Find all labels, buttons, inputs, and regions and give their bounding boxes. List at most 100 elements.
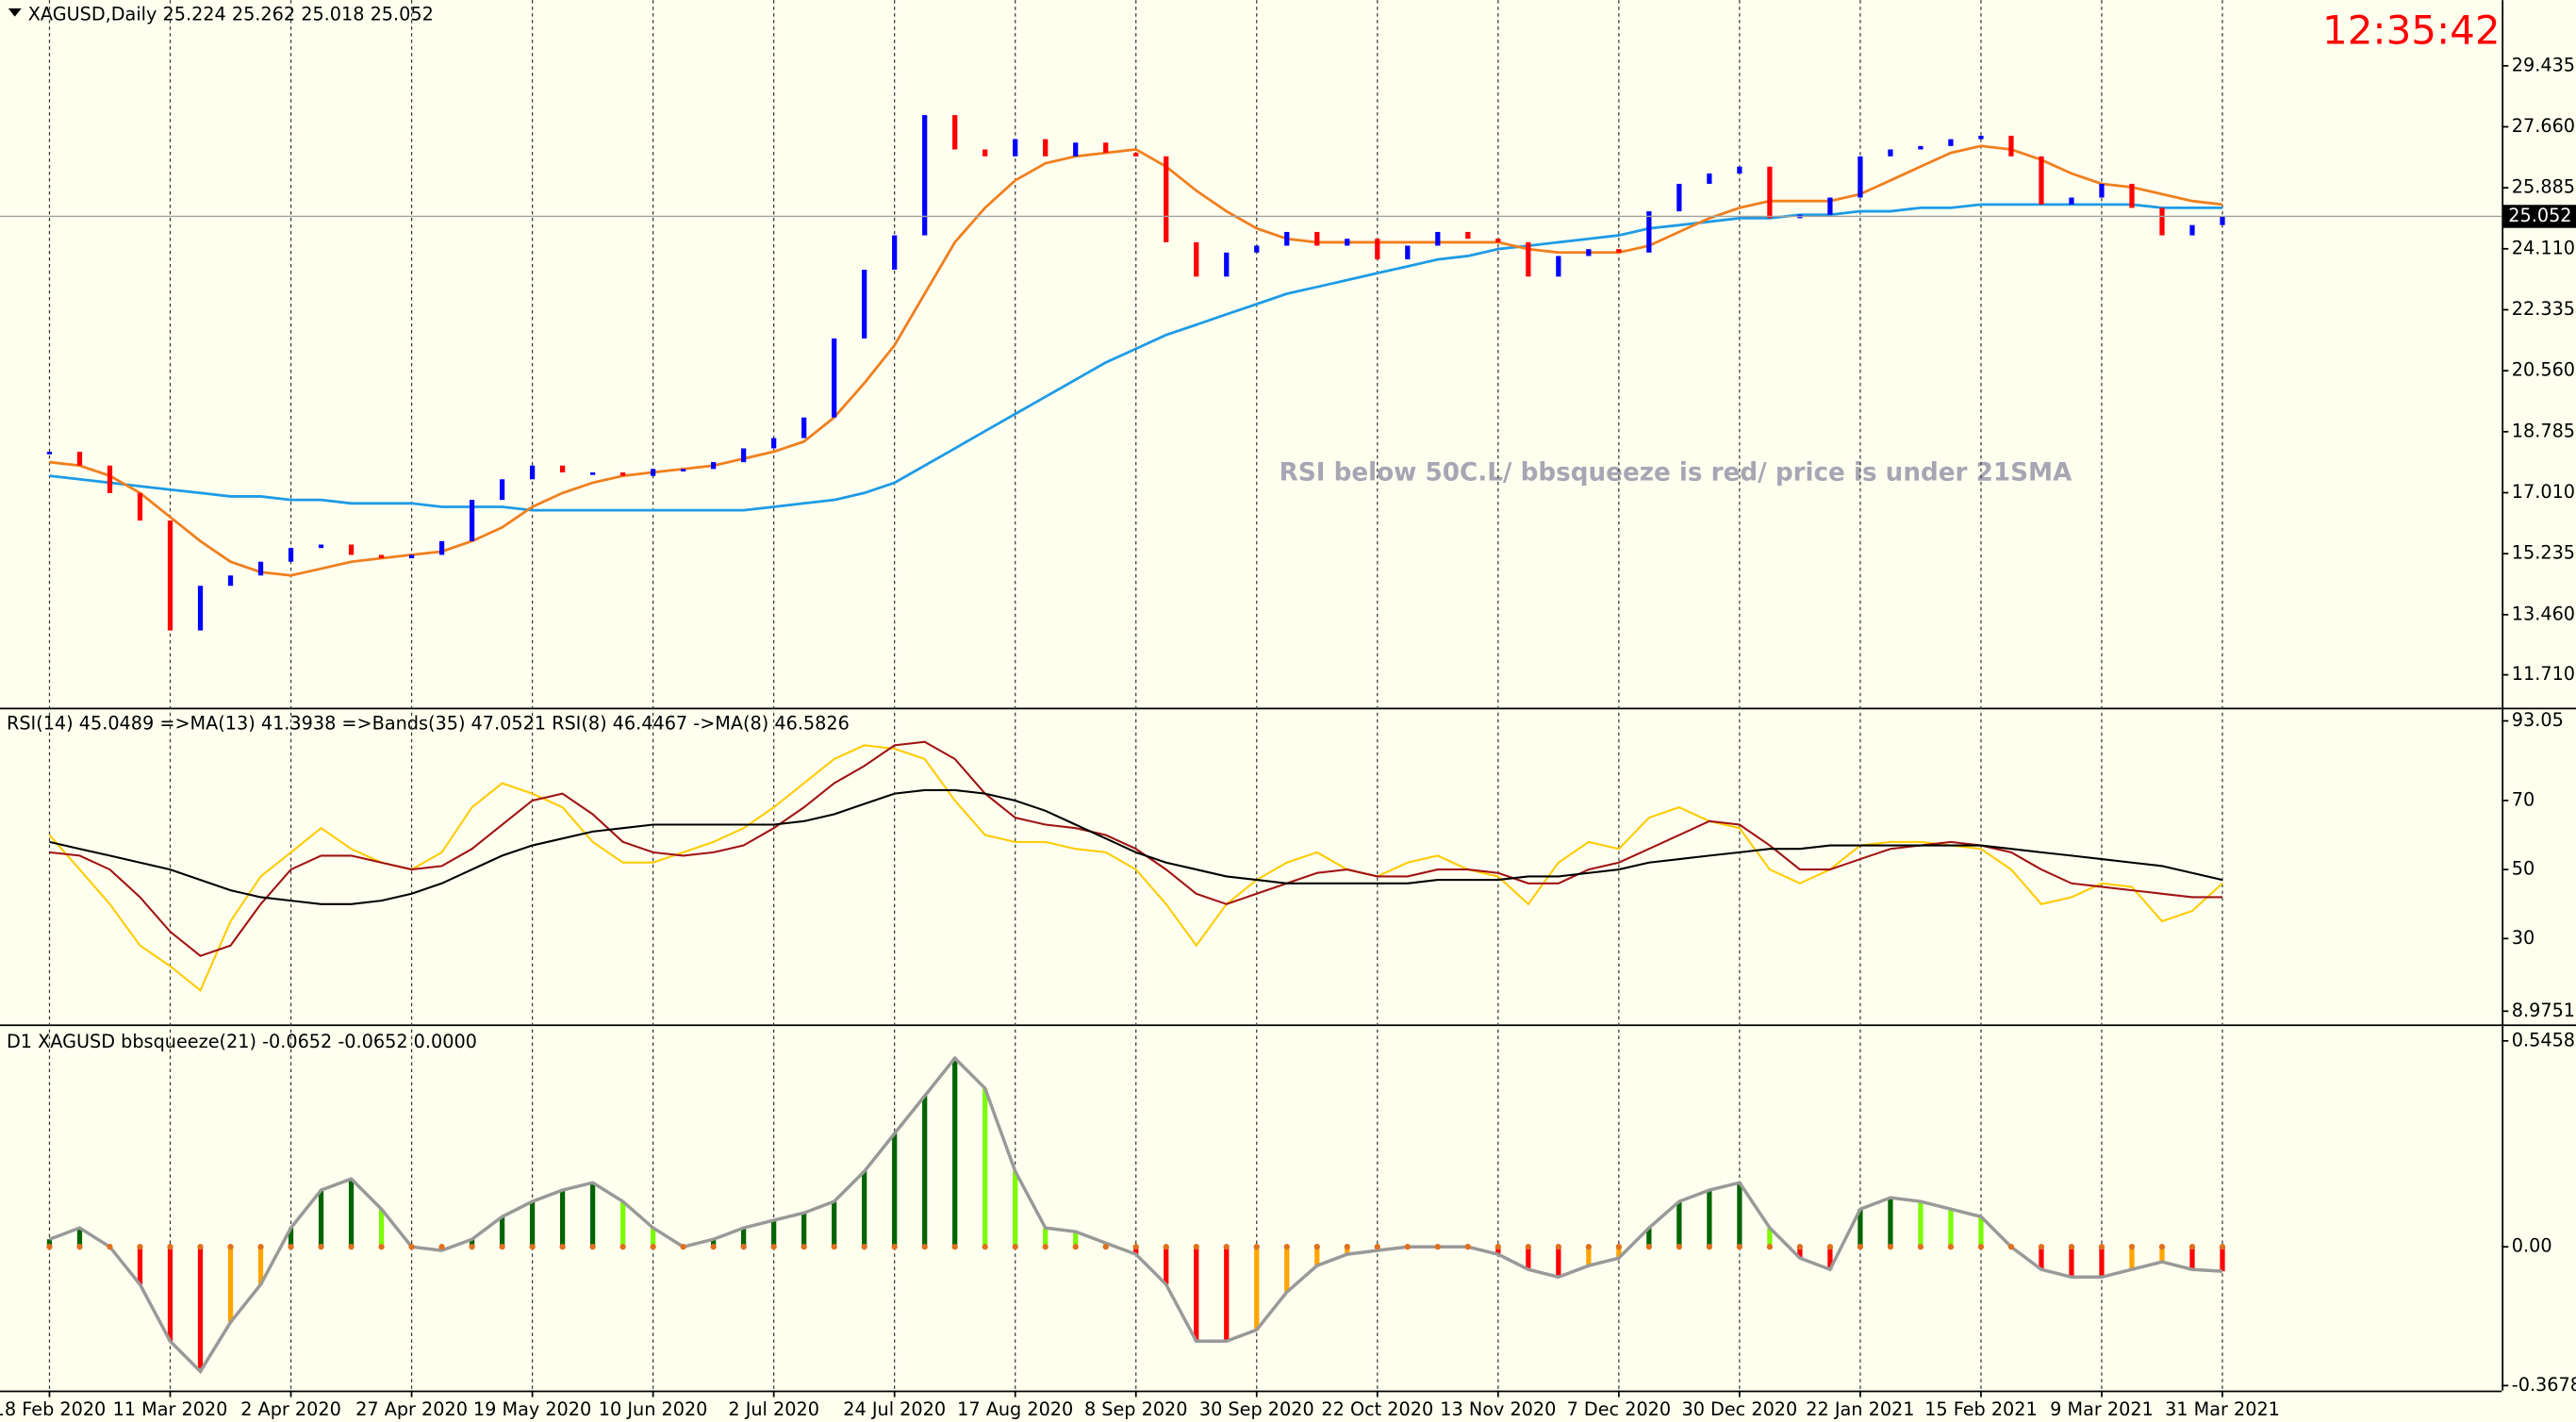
squeeze-dot: [227, 1244, 234, 1250]
rsi-title: RSI(14) 45.0489 =>MA(13) 41.3938 =>Bands…: [7, 712, 850, 734]
price-bar: [1676, 183, 1682, 212]
price-bar: [197, 586, 204, 631]
price-bar: [469, 500, 475, 541]
price-bar: [1827, 197, 1833, 215]
price-bar: [2039, 156, 2044, 205]
x-tick-label: 27 Apr 2020: [355, 1398, 468, 1420]
price-bar: [619, 471, 626, 476]
squeeze-dot: [2098, 1244, 2105, 1250]
squeeze-dot: [1223, 1244, 1230, 1250]
price-bar: [1858, 156, 1863, 198]
y-tick-label: 17.010: [2512, 481, 2575, 503]
price-bar: [862, 270, 867, 339]
squeeze-dot: [46, 1244, 53, 1250]
squeeze-dot: [1042, 1244, 1049, 1250]
squeeze-dot: [1163, 1244, 1169, 1250]
y-tick-label: 15.235: [2512, 542, 2575, 564]
squeeze-dot: [318, 1244, 324, 1250]
x-tick-label: 15 Feb 2021: [1924, 1398, 2038, 1420]
price-bar: [499, 479, 505, 501]
y-tick-label: 25.885: [2512, 176, 2575, 198]
squeeze-dot: [891, 1244, 898, 1250]
price-bar: [741, 448, 747, 463]
squeeze-dot: [197, 1244, 204, 1250]
menu-triangle: [8, 8, 22, 17]
price-bar: [952, 115, 958, 150]
price-bar: [1586, 249, 1592, 256]
price-bar: [1495, 239, 1501, 242]
price-bar: [1345, 239, 1350, 246]
price-bar: [137, 492, 143, 521]
price-bar: [529, 465, 536, 480]
moving-average: [49, 203, 2223, 512]
squeeze-dot: [1857, 1244, 1864, 1250]
squeeze-dot: [1645, 1244, 1653, 1250]
bbsqueeze-title: D1 XAGUSD bbsqueeze(21) -0.0652 -0.0652 …: [7, 1031, 477, 1052]
x-tick-label: 22 Jan 2021: [1806, 1398, 1914, 1420]
y-tick-label: 30: [2512, 927, 2535, 949]
clock: 12:35:42: [2322, 8, 2501, 54]
price-bar: [1043, 139, 1049, 157]
x-tick-label: 11 Mar 2020: [113, 1398, 228, 1420]
y-tick-label: 27.660: [2512, 115, 2575, 137]
price-bar: [1556, 256, 1561, 277]
price-bar: [438, 540, 445, 555]
squeeze-dot: [1313, 1244, 1320, 1250]
squeeze-dot: [559, 1244, 566, 1250]
squeeze-dot: [951, 1244, 958, 1250]
squeeze-dot: [348, 1244, 355, 1250]
price-bar: [1888, 149, 1893, 157]
squeeze-dot: [1796, 1244, 1804, 1250]
squeeze-dot: [770, 1244, 777, 1250]
squeeze-dot: [137, 1244, 143, 1250]
squeeze-dot: [257, 1244, 264, 1250]
price-bar: [46, 452, 53, 455]
squeeze-dot: [1615, 1244, 1623, 1250]
squeeze-dot: [1253, 1244, 1260, 1250]
y-tick-label: 0.5458: [2512, 1029, 2575, 1050]
x-tick-label: 2 Apr 2020: [240, 1398, 341, 1420]
indicator-line: [49, 740, 2223, 957]
price-bar: [1194, 241, 1199, 277]
squeeze-dot: [167, 1244, 173, 1250]
x-tick-label: 18 Feb 2020: [0, 1398, 106, 1420]
price-bar: [1526, 241, 1531, 277]
squeeze-dot: [1887, 1244, 1894, 1250]
squeeze-dot: [589, 1244, 596, 1250]
price-bar: [378, 554, 385, 559]
squeeze-dot: [1344, 1244, 1350, 1250]
price-bar: [832, 338, 837, 418]
squeeze-dot: [1464, 1244, 1471, 1250]
squeeze-dot: [1947, 1244, 1955, 1250]
x-tick-label: 30 Sep 2020: [1199, 1398, 1314, 1420]
price-bar: [1013, 139, 1018, 157]
price-bar: [2159, 207, 2165, 236]
price-bar: [801, 417, 807, 438]
price-bar: [1224, 252, 1230, 277]
chart-title: XAGUSD,Daily 25.224 25.262 25.018 25.052: [28, 3, 434, 25]
price-bar: [167, 521, 173, 631]
price-bar: [1284, 231, 1290, 246]
squeeze-dot: [1977, 1244, 1985, 1250]
squeeze-dot: [2007, 1244, 2015, 1250]
price-bar: [1375, 239, 1380, 260]
price-bar: [711, 462, 717, 470]
squeeze-dot: [1676, 1244, 1683, 1250]
x-tick-label: 17 Aug 2020: [957, 1398, 1073, 1420]
squeeze-dot: [1706, 1244, 1713, 1250]
x-tick-label: 31 Mar 2021: [2165, 1398, 2280, 1420]
squeeze-dot: [438, 1244, 445, 1250]
price-bar: [76, 452, 83, 466]
price-bar: [1073, 142, 1079, 157]
price-bar: [1737, 166, 1742, 174]
squeeze-dot: [650, 1244, 656, 1250]
squeeze-dot: [1193, 1244, 1199, 1250]
x-tick-label: 8 Sep 2020: [1084, 1398, 1188, 1420]
price-bar: [408, 554, 415, 559]
x-tick-label: 2 Jul 2020: [728, 1398, 819, 1420]
x-tick-label: 9 Mar 2021: [2050, 1398, 2154, 1420]
x-tick-label: 30 Dec 2020: [1681, 1398, 1797, 1420]
current-price-label: 25.052: [2508, 205, 2571, 226]
